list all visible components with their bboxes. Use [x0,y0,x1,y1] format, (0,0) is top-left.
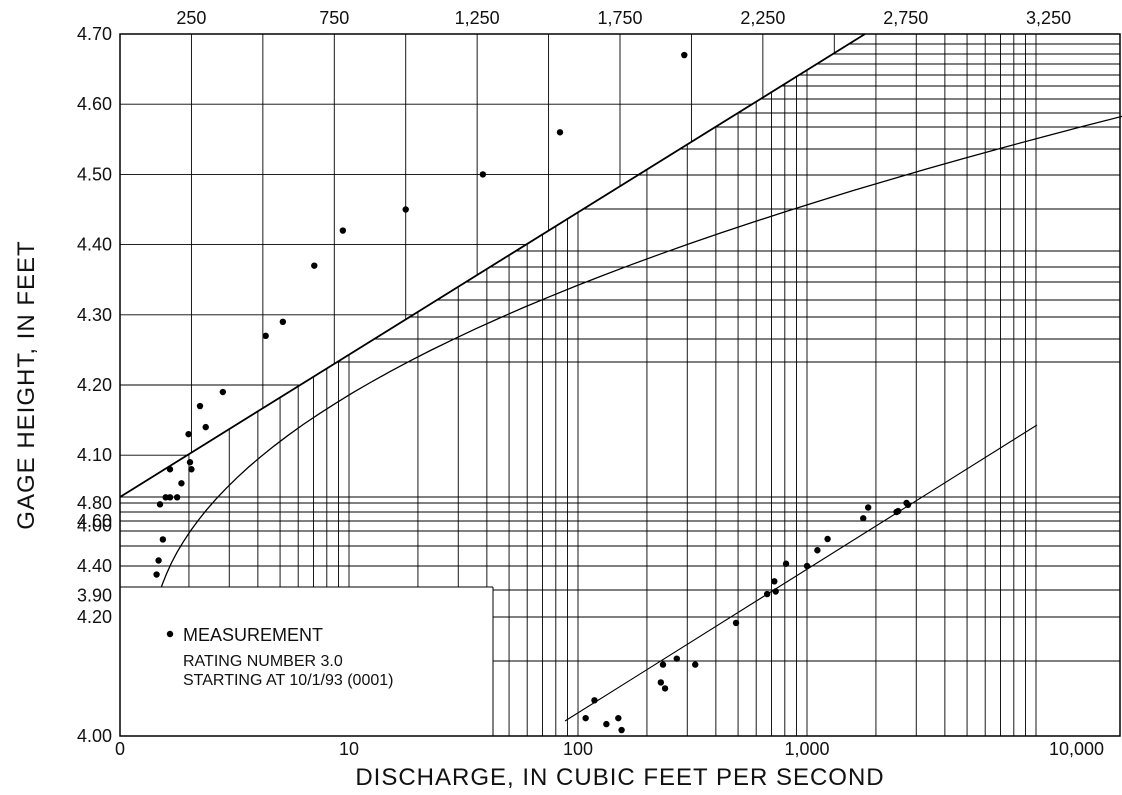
upper-measurement-point [156,501,164,508]
lower-x-tick-label: 1,000 [784,739,829,759]
upper-y-tick-label: 4.00 [77,515,112,535]
lower-measurement-point [618,726,625,734]
upper-measurement-point [311,262,318,269]
upper-y-tick-label: 4.30 [77,305,112,325]
lower-y-tick-label: 4.40 [77,556,112,576]
upper-measurement-point [166,494,174,501]
lower-y-tick-label: 4.00 [77,726,112,746]
lower-measurement-point [860,515,867,522]
upper-y-tick-label: 4.70 [77,24,112,44]
lower-measurement-point [824,535,831,543]
lower-y-tick-label: 4.80 [77,493,112,513]
lower-measurement-point [782,560,790,567]
lower-x-tick-label: 10,000 [1049,739,1104,759]
upper-measurement-point [202,423,209,431]
panel-divider-line [119,33,866,498]
upper-measurement-point [185,430,192,438]
lower-x-tick-label: 0 [115,739,125,759]
y-axis-title: GAGE HEIGHT, IN FEET [13,240,40,529]
lower-y-tick-label: 4.60 [77,511,112,531]
legend-marker [166,630,174,638]
lower-measurement-point [771,578,778,585]
upper-x-tick-label: 2,750 [883,8,928,28]
legend-start-date: STARTING AT 10/1/93 (0001) [183,672,393,689]
legend-background [121,587,493,735]
upper-measurement-point [186,459,194,466]
plot-frame [119,33,1121,737]
upper-measurement-point [279,318,287,326]
upper-measurement-point [153,571,160,578]
rating-curves [119,33,1122,722]
upper-measurement-point [188,466,195,473]
upper-y-tick-label: 3.90 [77,586,112,606]
upper-measurement-point [681,51,688,59]
upper-x-tick-label: 2,250 [740,8,785,28]
legend-rating-number: RATING NUMBER 3.0 [183,653,343,670]
lower-measurement-point [692,661,699,668]
lower-measurement-point [763,590,771,598]
upper-measurement-point [159,536,167,543]
lower-measurement-point [904,501,912,508]
lower-x-tick-label: 100 [563,739,593,759]
lower-measurement-point [814,547,821,554]
upper-rating-curve [149,115,1122,659]
lower-y-tick-label: 4.20 [77,607,112,627]
lower-measurement-point [603,720,610,728]
lower-measurement-point [864,504,872,511]
lower-measurement-point [582,714,589,722]
lower-measurement-point [894,507,902,515]
upper-y-tick-label: 4.60 [77,94,112,114]
upper-x-tick-label: 1,750 [597,8,642,28]
upper-measurement-point [556,129,564,136]
lower-rating-line [564,424,1038,722]
upper-y-tick-label: 4.50 [77,164,112,184]
lower-measurement-point [659,661,667,668]
upper-measurement-point [155,557,162,564]
upper-measurement-point [339,227,347,234]
upper-measurement-point [166,466,174,473]
upper-measurement-point [262,332,269,340]
upper-x-tick-label: 1,250 [455,8,500,28]
lower-measurement-point [673,655,680,662]
grid-lines [120,34,1120,736]
upper-x-tick-label: 250 [176,8,206,28]
legend: MEASUREMENT RATING NUMBER 3.0 STARTING A… [120,586,494,736]
lower-x-tick-label: 10 [339,739,359,759]
upper-y-tick-label: 4.10 [77,445,112,465]
upper-measurement-point [219,388,227,396]
lower-measurement-point [657,679,665,686]
lower-measurement-point [661,685,669,692]
upper-y-tick-label: 4.20 [77,375,112,395]
x-axis-title: DISCHARGE, IN CUBIC FEET PER SECOND [355,764,884,791]
upper-measurement-point [402,206,409,213]
lower-measurement-point [772,588,779,595]
lower-measurement-point [732,619,740,627]
upper-x-tick-label: 3,250 [1026,8,1071,28]
lower-measurement-point [803,562,811,570]
upper-y-tick-label: 4.40 [77,235,112,255]
upper-x-tick-label: 750 [319,8,349,28]
upper-measurement-point [479,171,487,178]
tick-labels: 250 750 1,250 1,750 2,250 2,750 3,2503.904.004… [77,8,1104,759]
upper-measurement-point [178,480,185,487]
legend-marker-label: MEASUREMENT [183,625,323,645]
upper-measurement-point [196,402,204,410]
lower-measurement-point [591,697,598,704]
upper-measurement-point [173,494,181,501]
lower-measurement-point [615,714,622,722]
